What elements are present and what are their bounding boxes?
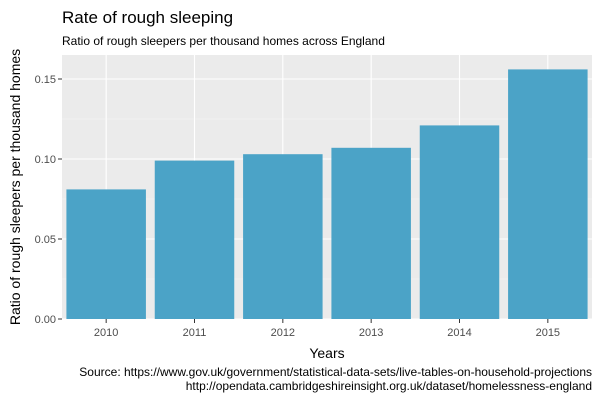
bar-2010 xyxy=(66,189,146,319)
y-tick-label: 0.05 xyxy=(35,234,56,246)
x-tick-label: 2014 xyxy=(447,327,471,339)
bar-2012 xyxy=(243,154,323,319)
bar-2014 xyxy=(419,125,500,320)
minor-gridlines xyxy=(62,118,592,280)
y-tick-label: 0.00 xyxy=(35,314,56,326)
x-tick-label: 2010 xyxy=(94,327,118,339)
y-tick-label: 0.15 xyxy=(35,74,56,86)
x-tick-label: 2011 xyxy=(183,327,207,339)
x-tick-label: 2015 xyxy=(536,327,560,339)
bar-2011 xyxy=(154,160,235,319)
source-caption-line-2: http://opendata.cambridgeshireinsight.or… xyxy=(186,379,592,393)
x-axis-title: Years xyxy=(309,345,344,361)
y-axis-title: Ratio of rough sleepers per thousand hom… xyxy=(7,49,23,325)
y-tick-label: 0.10 xyxy=(35,154,56,166)
source-caption-line-1: Source: https://www.gov.uk/government/st… xyxy=(79,365,592,379)
bars xyxy=(66,69,588,320)
bar-2013 xyxy=(331,147,411,319)
chart-subtitle: Ratio of rough sleepers per thousand hom… xyxy=(62,34,385,48)
bar-2015 xyxy=(508,69,588,320)
x-axis-ticks: 2010 2011 2012 2013 2014 2015 xyxy=(94,319,560,339)
chart-title: Rate of rough sleeping xyxy=(62,8,233,27)
y-axis-ticks: 0.00 0.05 0.10 0.15 xyxy=(35,74,62,326)
plot-panel xyxy=(62,55,592,319)
x-tick-label: 2012 xyxy=(271,327,295,339)
x-tick-label: 2013 xyxy=(359,327,383,339)
